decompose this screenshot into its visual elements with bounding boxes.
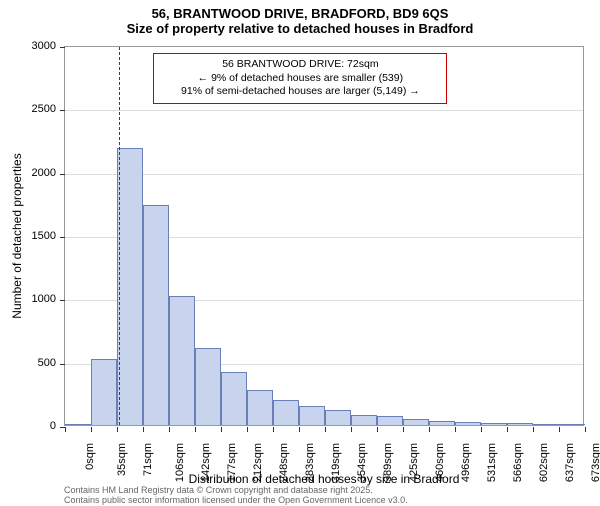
- histogram-bar: [403, 419, 429, 425]
- histogram-bar: [507, 423, 533, 425]
- histogram-bar: [273, 400, 299, 425]
- chart-container: 56, BRANTWOOD DRIVE, BRADFORD, BD9 6QS S…: [0, 0, 600, 500]
- title-line-1: 56, BRANTWOOD DRIVE, BRADFORD, BD9 6QS: [0, 6, 600, 21]
- histogram-bar: [533, 424, 559, 425]
- y-tick-label: 0: [6, 420, 56, 432]
- histogram-bar: [143, 205, 169, 425]
- footer-attribution: Contains HM Land Registry data © Crown c…: [64, 486, 408, 506]
- x-tick-mark: [65, 427, 66, 432]
- x-tick-mark: [325, 427, 326, 432]
- x-tick-mark: [169, 427, 170, 432]
- histogram-bar: [169, 296, 195, 425]
- histogram-bar: [221, 372, 247, 425]
- x-tick-mark: [403, 427, 404, 432]
- x-tick-mark: [429, 427, 430, 432]
- x-tick-mark: [143, 427, 144, 432]
- gridline: [65, 110, 583, 111]
- footer-line-2: Contains public sector information licen…: [64, 496, 408, 506]
- x-tick-mark: [351, 427, 352, 432]
- title-line-2: Size of property relative to detached ho…: [0, 21, 600, 36]
- x-axis-label: Distribution of detached houses by size …: [64, 472, 584, 486]
- y-tick-label: 500: [6, 357, 56, 369]
- histogram-bar: [247, 390, 273, 425]
- y-tick-label: 1000: [6, 293, 56, 305]
- y-tick-mark: [60, 364, 65, 365]
- y-tick-label: 2000: [6, 167, 56, 179]
- x-tick-mark: [273, 427, 274, 432]
- x-tick-mark: [221, 427, 222, 432]
- chart-title: 56, BRANTWOOD DRIVE, BRADFORD, BD9 6QS S…: [0, 0, 600, 36]
- x-tick-mark: [559, 427, 560, 432]
- annotation-box: 56 BRANTWOOD DRIVE: 72sqm← 9% of detache…: [153, 53, 447, 104]
- reference-line: [119, 47, 120, 425]
- histogram-bar: [325, 410, 351, 425]
- annotation-line: 91% of semi-detached houses are larger (…: [160, 85, 440, 99]
- x-tick-mark: [195, 427, 196, 432]
- histogram-bar: [65, 424, 91, 425]
- x-tick-mark: [91, 427, 92, 432]
- y-tick-mark: [60, 174, 65, 175]
- histogram-bar: [429, 421, 455, 425]
- x-tick-label: 0sqm: [84, 443, 96, 470]
- annotation-line: 56 BRANTWOOD DRIVE: 72sqm: [160, 58, 440, 72]
- y-tick-label: 2500: [6, 103, 56, 115]
- histogram-bar: [351, 415, 377, 425]
- x-tick-label: 673sqm: [590, 443, 600, 482]
- x-tick-mark: [533, 427, 534, 432]
- histogram-bar: [299, 406, 325, 425]
- histogram-bar: [455, 422, 481, 425]
- x-tick-mark: [455, 427, 456, 432]
- plot-frame: 0sqm35sqm71sqm106sqm142sqm177sqm212sqm24…: [64, 46, 584, 426]
- y-tick-mark: [60, 237, 65, 238]
- histogram-bar: [91, 359, 117, 425]
- x-tick-mark: [507, 427, 508, 432]
- y-tick-mark: [60, 110, 65, 111]
- x-tick-mark: [481, 427, 482, 432]
- y-axis-ticks: 050010001500200025003000: [0, 46, 60, 426]
- y-tick-mark: [60, 300, 65, 301]
- histogram-bar: [481, 423, 507, 425]
- histogram-bar: [195, 348, 221, 425]
- histogram-bar: [117, 148, 143, 425]
- histogram-bar: [377, 416, 403, 425]
- x-tick-mark: [299, 427, 300, 432]
- plot-area: 0sqm35sqm71sqm106sqm142sqm177sqm212sqm24…: [64, 46, 584, 426]
- x-tick-mark: [585, 427, 586, 432]
- x-tick-mark: [377, 427, 378, 432]
- x-tick-mark: [117, 427, 118, 432]
- y-tick-label: 3000: [6, 40, 56, 52]
- y-tick-label: 1500: [6, 230, 56, 242]
- histogram-bar: [559, 424, 585, 425]
- annotation-line: ← 9% of detached houses are smaller (539…: [160, 72, 440, 86]
- y-tick-mark: [60, 47, 65, 48]
- x-tick-mark: [247, 427, 248, 432]
